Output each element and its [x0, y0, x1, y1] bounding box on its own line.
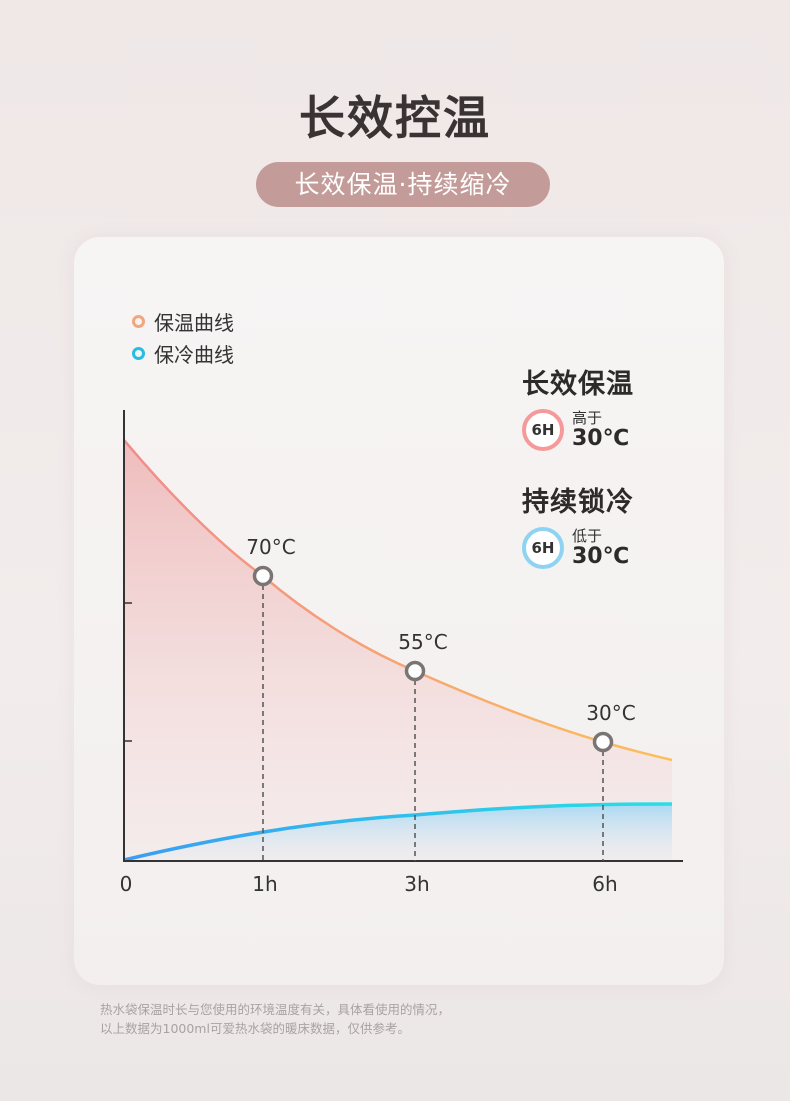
- info-warm-title: 长效保温: [522, 369, 634, 400]
- subtitle-pill: 长效保温·持续缩冷: [256, 162, 550, 207]
- info-cool-badge-row: 6H 低于 30℃: [522, 527, 634, 569]
- page-title: 长效控温: [299, 91, 491, 145]
- info-cool: 持续锁冷 6H 低于 30℃: [522, 480, 634, 569]
- warm-badge-text: 高于 30℃: [572, 408, 630, 451]
- cool-badge-sub: 低于: [572, 526, 603, 545]
- warm-badge-value: 30℃: [572, 425, 630, 451]
- footnote-line-2: 以上数据为1000ml可爱热水袋的暖床数据，仅供参考。: [100, 1021, 410, 1036]
- chart-legend: 保温曲线 保冷曲线: [132, 305, 234, 369]
- legend-label-cool: 保冷曲线: [154, 342, 234, 367]
- legend-item-cool: 保冷曲线: [132, 337, 234, 369]
- data-point: [404, 660, 426, 682]
- data-label: 70°C: [246, 535, 295, 559]
- info-warm-badge-row: 6H 高于 30℃: [522, 409, 634, 451]
- cool-badge-value: 30℃: [572, 543, 630, 569]
- cool-ring-icon: [132, 346, 145, 360]
- cool-badge: 6H: [522, 527, 564, 569]
- info-cool-title: 持续锁冷: [522, 487, 634, 518]
- data-point: [592, 731, 614, 753]
- cool-area: [124, 804, 672, 860]
- footnote-line-1: 热水袋保温时长与您使用的环境温度有关，具体看使用的情况，: [100, 1002, 451, 1017]
- data-label: 55°C: [398, 630, 447, 654]
- legend-label-warm: 保温曲线: [154, 310, 234, 335]
- warm-badge: 6H: [522, 409, 564, 451]
- x-tick-label: 3h: [404, 872, 429, 896]
- legend-item-warm: 保温曲线: [132, 305, 234, 337]
- info-warm: 长效保温 6H 高于 30℃: [522, 362, 634, 451]
- warm-area: [124, 440, 672, 860]
- warm-ring-icon: [132, 314, 145, 328]
- cool-badge-text: 低于 30℃: [572, 526, 630, 569]
- data-point: [252, 565, 274, 587]
- footnote: 热水袋保温时长与您使用的环境温度有关，具体看使用的情况， 以上数据为1000ml…: [100, 1000, 450, 1038]
- warm-badge-sub: 高于: [572, 408, 603, 427]
- x-tick-label: 6h: [592, 872, 617, 896]
- x-tick-label: 0: [120, 872, 133, 896]
- data-label: 30°C: [586, 701, 635, 725]
- x-tick-label: 1h: [252, 872, 277, 896]
